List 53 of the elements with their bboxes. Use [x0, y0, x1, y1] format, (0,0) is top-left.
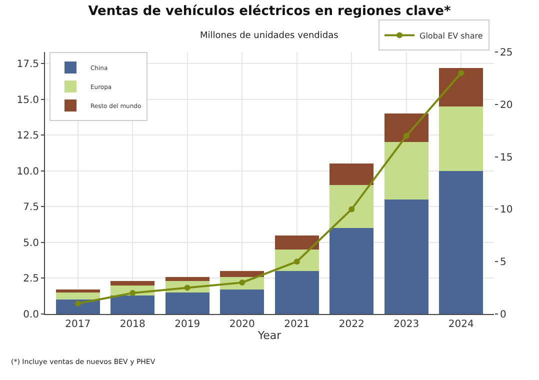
y2-tick-label: 15: [500, 152, 513, 164]
y-tick-label: 12.5: [16, 130, 39, 142]
y-tick-label: 2.5: [23, 274, 39, 285]
x-tick-label: 2020: [229, 319, 255, 330]
bar: [274, 235, 319, 250]
bar: [384, 142, 428, 200]
point: [294, 258, 300, 265]
point: [74, 300, 81, 307]
bar: [56, 290, 100, 293]
y-tick-label: 0.0: [23, 310, 39, 320]
point: [130, 290, 136, 296]
y2-tick-label: 20: [500, 100, 513, 111]
bar: [165, 292, 210, 314]
x-axis-title: Year: [256, 329, 282, 342]
point: [184, 284, 190, 291]
x-tick-label: 2017: [65, 319, 91, 330]
y-tick-label: 10.0: [16, 166, 39, 178]
y2-tick-label: 25: [500, 48, 513, 58]
chart-subtitle: Millones de unidades vendidas: [200, 31, 339, 41]
x-tick-label: 2021: [284, 319, 310, 330]
bar: [110, 281, 155, 286]
bar: [220, 271, 264, 277]
y-tick-label: 7.5: [23, 202, 39, 214]
x-tick-label: 2019: [174, 319, 200, 330]
legend-label: Global EV share: [420, 31, 483, 40]
bar: [56, 292, 100, 300]
bar: [330, 164, 374, 186]
bar: [439, 170, 484, 314]
bar: [384, 114, 428, 142]
x-tick-label: 2023: [394, 319, 420, 330]
bar: [439, 106, 484, 171]
y2-tick-label: 5: [500, 257, 506, 268]
point: [403, 132, 410, 139]
point: [239, 280, 246, 286]
y-tick-label: 17.5: [16, 58, 39, 70]
x-tick-label: 2018: [120, 319, 146, 330]
bar: [165, 276, 210, 282]
chart-title: Ventas de vehículos eléctricos en regiones clave*: [88, 4, 451, 19]
x-tick-label: 2022: [338, 319, 364, 330]
y2-tick-label: 0: [500, 310, 506, 320]
bar: [439, 68, 484, 106]
y2-tick-label: 10: [500, 204, 513, 216]
point: [348, 206, 355, 212]
bar: [330, 185, 374, 228]
bar: [110, 295, 155, 314]
bar: [330, 228, 374, 314]
y-tick-label: 15.0: [16, 94, 39, 106]
bar: [384, 199, 428, 314]
bar: [220, 290, 264, 314]
y-tick-label: 5.0: [23, 238, 39, 249]
bar: [274, 271, 319, 314]
point: [458, 70, 464, 76]
x-tick-label: 2024: [448, 319, 474, 330]
